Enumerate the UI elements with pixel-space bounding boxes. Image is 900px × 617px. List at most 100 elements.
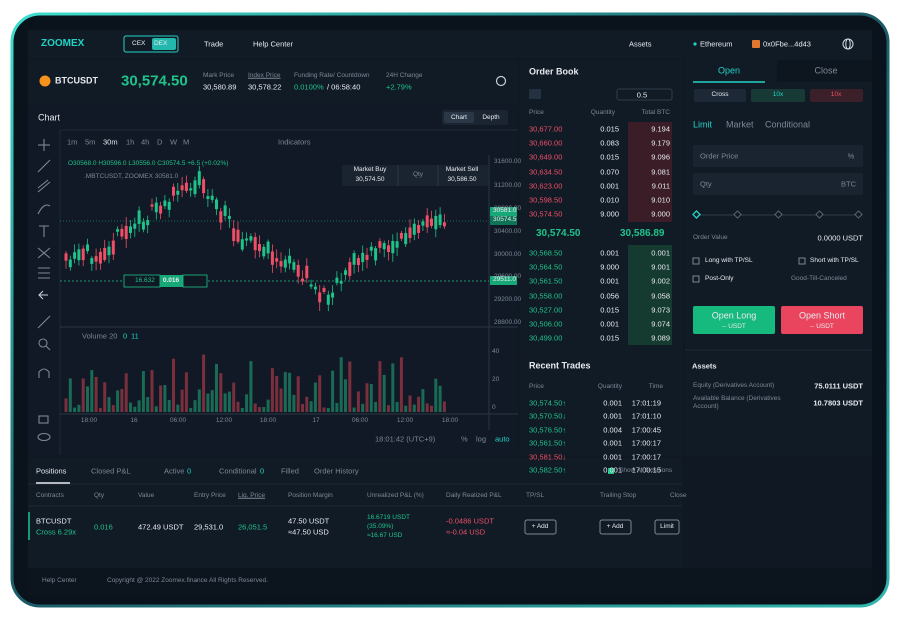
leverage[interactable] [810, 89, 863, 102]
tabs[interactable]: Open [717, 65, 741, 76]
precision-select[interactable] [616, 88, 673, 101]
order-value-label: Order Value [693, 233, 728, 241]
tabs[interactable]: Close [814, 65, 838, 76]
label[interactable]: Filled [281, 466, 299, 476]
candle-body [240, 239, 244, 250]
label[interactable]: Conditional [219, 466, 257, 476]
sub[interactable]: -- USDT [722, 322, 746, 330]
volume-bar [81, 378, 85, 412]
intervals[interactable]: M [183, 137, 190, 147]
mode-toggle[interactable]: CEX [132, 39, 146, 47]
show-all[interactable]: Show All Positions [619, 466, 673, 474]
asks: 30,677.00 [529, 124, 563, 134]
trailing-stop[interactable]: + Add [606, 522, 624, 530]
scale-options[interactable]: % [461, 434, 468, 444]
mode-toggle[interactable]: DEX [154, 39, 168, 47]
intervals[interactable]: D [157, 137, 163, 147]
open-short-button[interactable] [781, 306, 863, 334]
order-types[interactable]: Limit [693, 119, 713, 130]
candle-body [103, 247, 107, 260]
assets[interactable]: Assets [629, 39, 652, 49]
options[interactable]: Post-Only [705, 274, 734, 282]
intervals[interactable]: 1m [67, 137, 78, 147]
help[interactable]: Help Center [42, 576, 77, 584]
row-buttons[interactable] [524, 519, 680, 535]
price[interactable]: 30,574.50 [355, 175, 385, 183]
candle-body [258, 244, 261, 252]
asks: 30,649.00 [529, 152, 563, 162]
leverage[interactable] [751, 89, 805, 102]
close[interactable]: Limit [660, 522, 674, 530]
open-long-button[interactable] [693, 306, 775, 334]
margin-mode[interactable]: Cross [711, 90, 729, 98]
label[interactable]: Market Sell [445, 165, 479, 173]
columns: Time [648, 382, 663, 390]
label[interactable]: Order History [314, 466, 359, 476]
candle-body [232, 228, 236, 241]
options[interactable]: Long with TP/SL [705, 256, 753, 264]
label[interactable]: Open Long [711, 310, 757, 321]
order-types[interactable]: Conditional [765, 119, 811, 130]
mode-toggle[interactable] [123, 35, 179, 53]
leverage[interactable]: 10x [830, 90, 842, 98]
intervals[interactable]: 1h [126, 137, 135, 147]
time-axis: 18:00 [259, 416, 277, 424]
candle-body [215, 199, 218, 210]
volume-bar [116, 390, 120, 412]
qty: 0.001 [603, 451, 622, 461]
tabs[interactable]: Depth [482, 113, 500, 121]
network[interactable]: Ethereum [700, 39, 733, 49]
bids: 9.058 [651, 290, 670, 300]
nav[interactable]: Trade [204, 39, 224, 49]
tp-sl[interactable]: + Add [531, 522, 549, 530]
indicators[interactable]: Indicators [278, 137, 311, 147]
volume-bar [206, 393, 210, 412]
intervals[interactable]: W [170, 137, 178, 147]
leverage[interactable]: 10x [772, 90, 784, 98]
settings-icon[interactable] [495, 75, 507, 87]
price-markers: 30574.5 [493, 215, 517, 223]
price: 30,576.50↑ [529, 425, 567, 435]
count[interactable]: 0 [187, 466, 192, 476]
bids: 0.001 [600, 248, 619, 258]
label[interactable]: Active [164, 466, 185, 476]
label[interactable]: Market Buy [353, 165, 387, 173]
label[interactable]: Positions [36, 466, 67, 476]
order-types[interactable]: Market [726, 119, 754, 130]
time-in-force[interactable]: Good-Till-Canceled [791, 274, 847, 282]
price-input[interactable] [693, 145, 863, 167]
scale-options[interactable]: auto [495, 434, 510, 444]
scale-options[interactable]: log [476, 434, 487, 444]
book-view-icon[interactable] [529, 89, 541, 99]
position-actions[interactable] [182, 274, 208, 288]
candle-body [412, 223, 416, 235]
tabs[interactable]: Chart [451, 113, 467, 121]
volume-bar [163, 385, 167, 412]
count[interactable]: 0 [260, 466, 265, 476]
slider-thumb[interactable] [692, 210, 701, 219]
label[interactable]: Closed P&L [91, 466, 131, 476]
qty-input[interactable] [693, 173, 863, 195]
wallet[interactable]: 0x0Fbe...4d43 [763, 39, 811, 49]
precision[interactable]: 0.5 [636, 90, 648, 100]
nav[interactable]: Help Center [253, 39, 294, 49]
candle-body [245, 238, 249, 241]
margin-mode[interactable] [694, 89, 746, 102]
symbol[interactable]: BTCUSDT [55, 75, 98, 86]
price-axis: 30000.00 [494, 250, 522, 258]
price[interactable]: 30,586.50 [447, 175, 477, 183]
chart-tab-active[interactable] [444, 112, 474, 123]
intervals[interactable]: 30m [103, 137, 118, 147]
volume-bar [335, 403, 339, 412]
sub[interactable]: -- USDT [810, 322, 834, 330]
options[interactable]: Short with TP/SL [810, 256, 859, 264]
label[interactable]: Open Short [798, 310, 846, 321]
show-all-checkbox[interactable] [608, 468, 614, 474]
intervals[interactable]: 5m [85, 137, 96, 147]
candle-body [296, 264, 300, 277]
intervals[interactable]: 4h [141, 137, 150, 147]
checkboxes[interactable] [692, 257, 806, 283]
price: 30,582.50↑ [529, 465, 567, 475]
candle-body [94, 256, 98, 262]
time: 17:01:19 [631, 398, 661, 408]
